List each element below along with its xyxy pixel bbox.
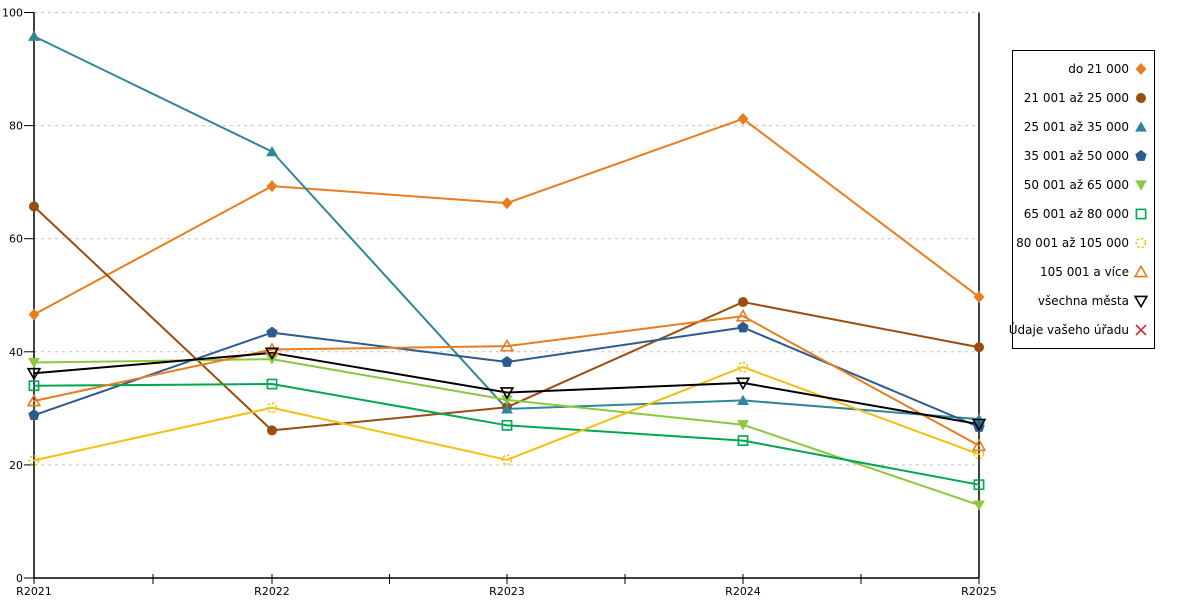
svg-text:R2023: R2023 [489,585,525,598]
legend-label: do 21 000 [1068,61,1129,76]
legend-item: 21 001 až 25 000 [1013,84,1154,112]
legend-label: 105 001 a více [1039,265,1129,280]
svg-text:80: 80 [9,120,23,133]
svg-text:R2024: R2024 [725,585,761,598]
legend-label: 80 001 až 105 000 [1016,236,1129,251]
pentagon-icon [1132,147,1150,165]
circle-icon [1132,89,1150,107]
legend-label: Údaje vašeho úřadu [1008,323,1129,338]
legend-label: 35 001 až 50 000 [1023,148,1129,163]
svg-text:60: 60 [9,233,23,246]
legend-item: všechna města [1013,287,1154,315]
triangle-down-outline-icon [1132,292,1150,310]
legend-item: do 21 000 [1013,55,1154,83]
svg-text:100: 100 [2,7,23,20]
svg-text:40: 40 [9,346,23,359]
legend-item: Údaje vašeho úřadu [1009,316,1154,344]
triangle-up-outline-icon [1132,263,1150,281]
legend-label: 65 001 až 80 000 [1023,207,1129,222]
legend-label: všechna města [1037,294,1129,309]
svg-text:R2021: R2021 [16,585,52,598]
legend-item: 50 001 až 65 000 [1013,171,1154,199]
triangle-down-icon [1132,176,1150,194]
svg-text:R2022: R2022 [254,585,290,598]
legend-item: 80 001 až 105 000 [1013,229,1154,257]
legend: do 21 000 21 001 až 25 000 25 001 až 35 … [1009,50,1155,349]
legend-label: 50 001 až 65 000 [1023,177,1129,192]
svg-text:20: 20 [9,459,23,472]
legend-label: 25 001 až 35 000 [1023,119,1129,134]
svg-text:R2025: R2025 [961,585,997,598]
legend-item: 105 001 a více [1013,258,1154,286]
legend-label: 21 001 až 25 000 [1023,90,1129,105]
circle-dashed-icon [1132,234,1150,252]
triangle-up-icon [1132,118,1150,136]
legend-item: 35 001 až 50 000 [1013,142,1154,170]
square-outline-icon [1132,205,1150,223]
svg-text:0: 0 [16,572,23,585]
legend-item: 65 001 až 80 000 [1013,200,1154,228]
legend-item: 25 001 až 35 000 [1013,113,1154,141]
x-icon [1132,321,1150,339]
diamond-icon [1132,60,1150,78]
